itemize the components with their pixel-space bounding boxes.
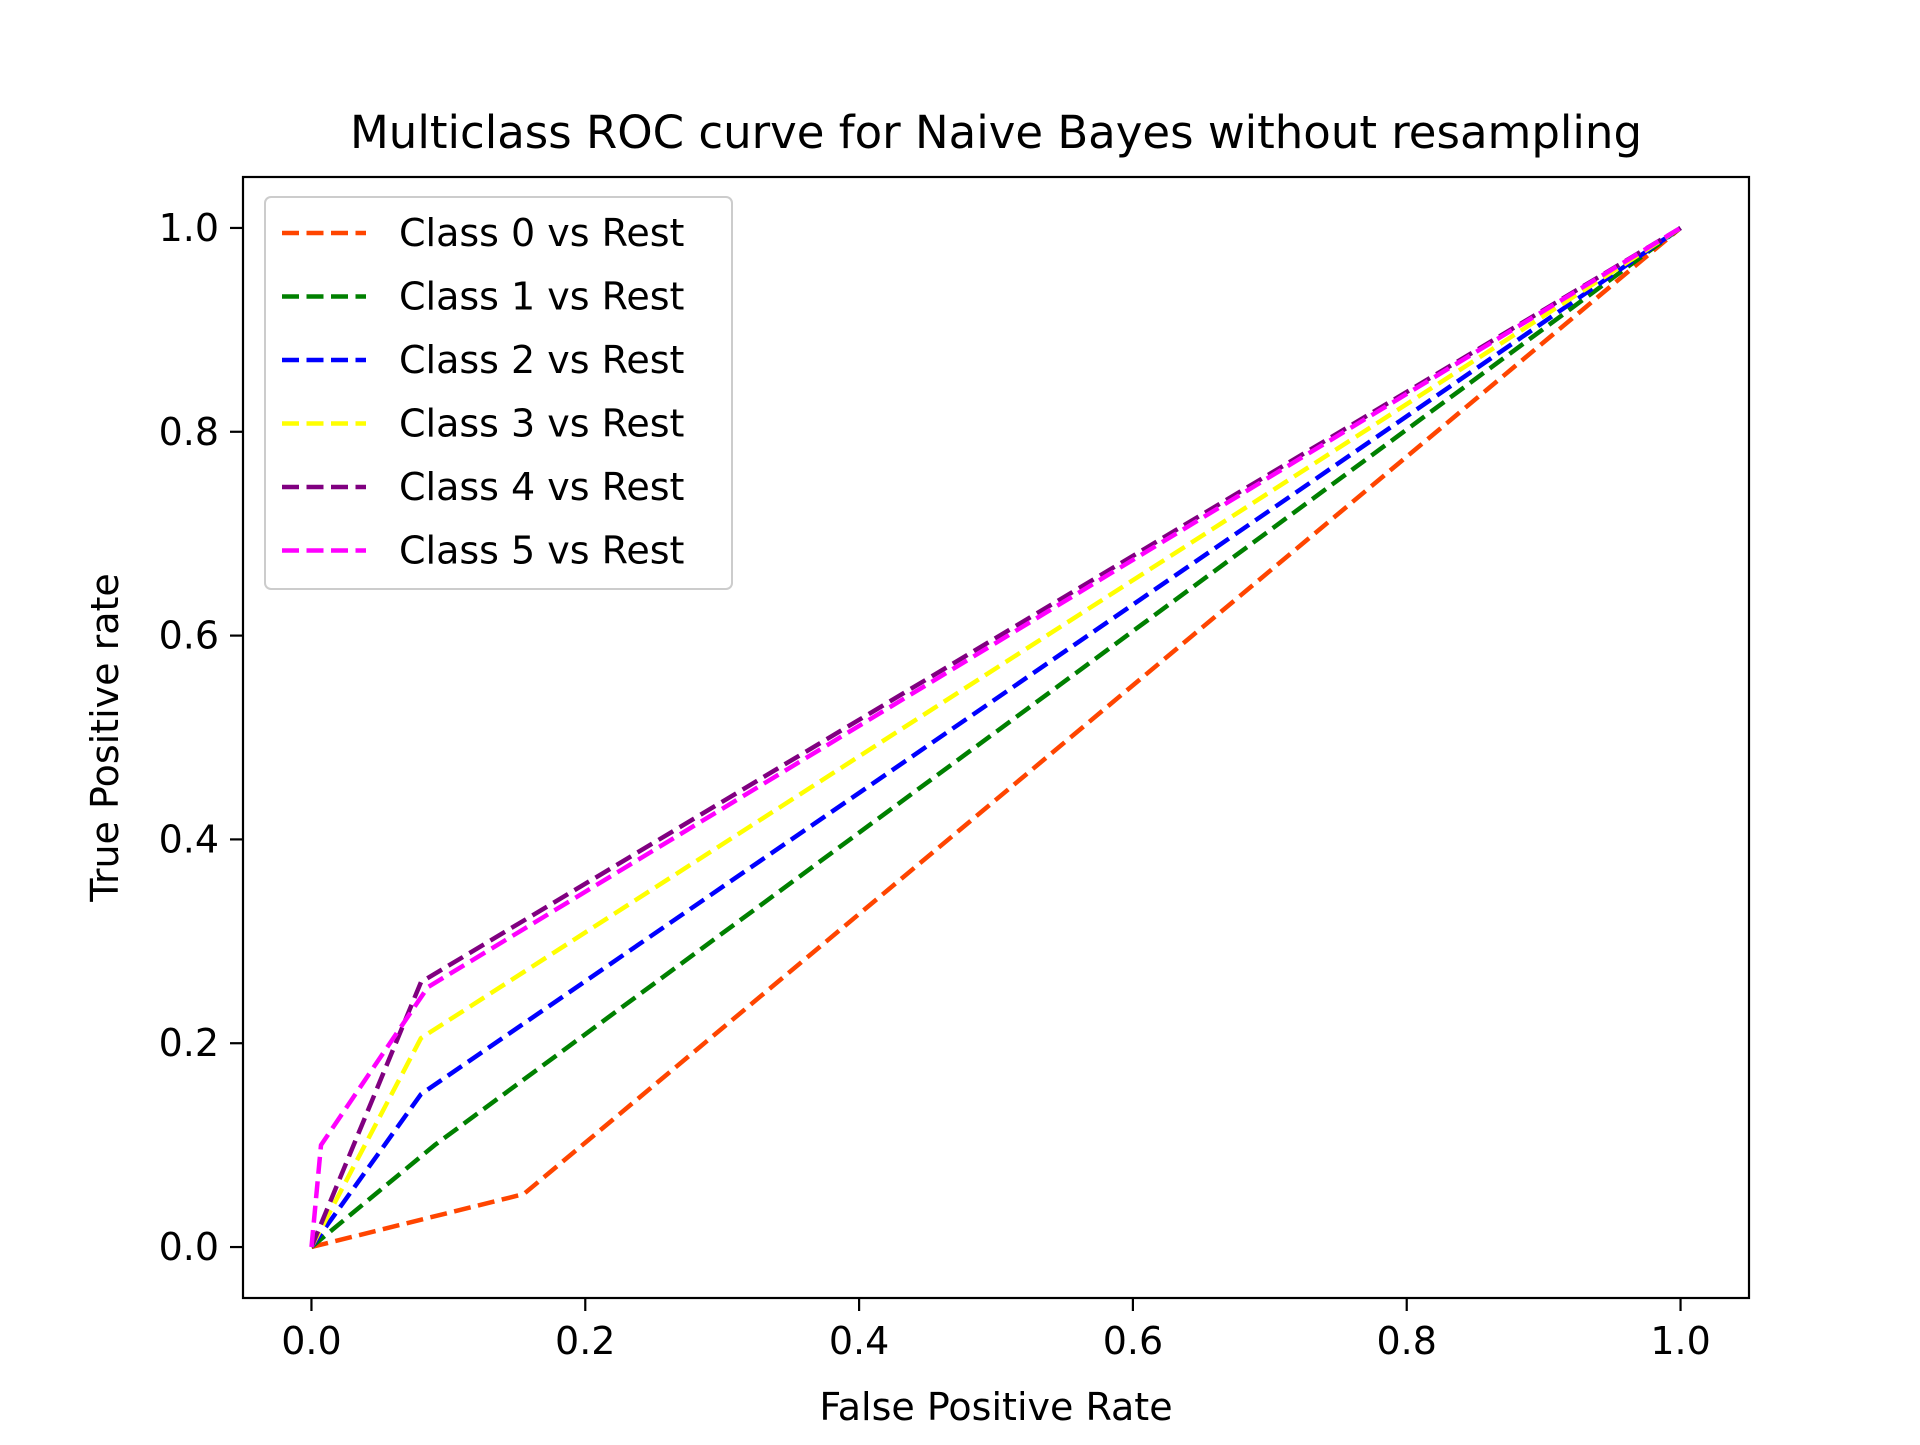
x-tick-label: 0.2 — [555, 1319, 615, 1363]
series-line-class-5 — [309, 226, 1682, 1248]
x-axis-label: False Positive Rate — [819, 1385, 1172, 1429]
x-tick-label: 0.8 — [1377, 1319, 1437, 1363]
series-line-class-2 — [309, 226, 1682, 1249]
x-axis: 0.0 0.2 0.4 0.6 0.8 1.0 — [281, 1298, 1711, 1363]
series-line-class-1 — [310, 226, 1682, 1249]
y-tick-label: 0.0 — [159, 1225, 219, 1269]
y-axis: 0.0 0.2 0.4 0.6 0.8 1.0 — [159, 206, 243, 1269]
legend-label-class-1: Class 1 vs Rest — [399, 275, 684, 319]
legend: Class 0 vs Rest Class 1 vs Rest Class 2 vs… — [264, 196, 733, 590]
legend-label-class-5: Class 5 vs Rest — [399, 529, 684, 573]
x-tick-label: 1.0 — [1650, 1319, 1710, 1363]
legend-frame — [264, 196, 733, 590]
legend-label-class-3: Class 3 vs Rest — [399, 402, 684, 446]
legend-label-class-2: Class 2 vs Rest — [399, 338, 684, 382]
plot-frame — [241, 175, 1751, 1300]
y-axis-label: True Positive rate — [83, 573, 127, 903]
legend-label-class-4: Class 4 vs Rest — [399, 465, 684, 509]
y-tick-label: 0.4 — [159, 817, 219, 861]
series-line-class-4 — [309, 226, 1682, 1248]
x-tick-label: 0.0 — [281, 1319, 341, 1363]
x-tick-label: 0.6 — [1103, 1319, 1163, 1363]
y-tick-label: 0.2 — [159, 1021, 219, 1065]
y-tick-label: 0.6 — [159, 614, 219, 658]
legend-label-class-0: Class 0 vs Rest — [399, 211, 684, 255]
series-line-class-3 — [309, 226, 1682, 1249]
series-layer — [309, 226, 1682, 1250]
chart-title: Multiclass ROC curve for Naive Bayes wit… — [350, 106, 1642, 159]
y-tick-label: 0.8 — [159, 410, 219, 454]
x-tick-label: 0.4 — [829, 1319, 889, 1363]
y-tick-label: 1.0 — [159, 206, 219, 250]
legend-items: Class 0 vs Rest Class 1 vs Rest Class 2 vs… — [282, 211, 684, 573]
